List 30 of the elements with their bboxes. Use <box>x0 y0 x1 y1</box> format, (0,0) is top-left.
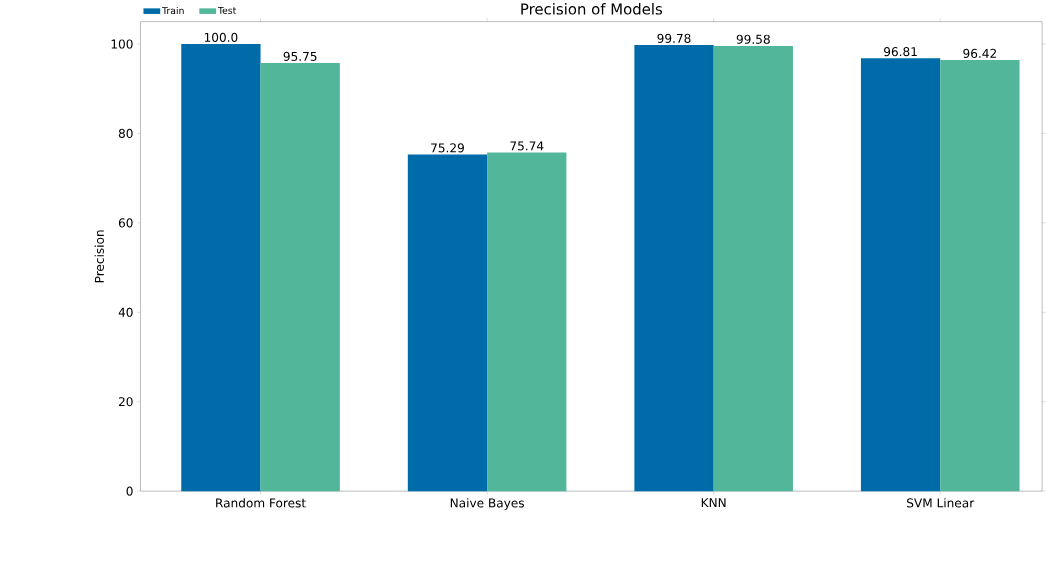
data-label: 95.75 <box>283 51 317 61</box>
bar <box>713 45 793 492</box>
bar <box>181 43 261 492</box>
chart-title: Precision of Models <box>521 3 663 15</box>
x-tick-label: Random Forest <box>216 498 306 508</box>
y-tick-label: 100 <box>111 39 133 49</box>
y-tick-label: 80 <box>118 128 133 138</box>
x-tick-label: KNN <box>701 498 726 507</box>
data-label: 99.78 <box>657 33 691 43</box>
data-label: 96.42 <box>963 48 996 58</box>
y-tick-label: 20 <box>118 397 133 407</box>
legend-label: Train <box>162 6 184 15</box>
data-label: 99.58 <box>736 34 770 44</box>
data-label: 75.74 <box>510 141 544 151</box>
bar <box>940 60 1020 492</box>
y-axis-title: Precision <box>94 230 104 283</box>
y-tick-label: 0 <box>126 486 133 496</box>
y-tick-label: 60 <box>118 218 133 228</box>
data-label: 96.81 <box>884 47 917 57</box>
x-tick-label: SVM Linear <box>907 498 975 508</box>
bar <box>260 62 340 492</box>
bar <box>634 44 714 492</box>
data-label: 75.29 <box>431 143 464 153</box>
legend-label: Test <box>217 7 237 14</box>
bar <box>407 154 488 492</box>
bar <box>860 58 941 492</box>
x-tick-label: Naive Bayes <box>450 498 524 510</box>
data-label: 100.0 <box>204 32 238 42</box>
y-tick-label: 40 <box>118 307 133 317</box>
bar <box>487 152 567 492</box>
